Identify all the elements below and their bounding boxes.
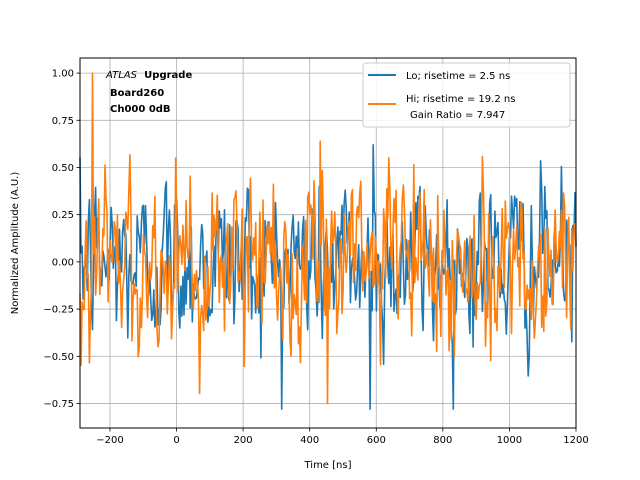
x-tick-label: 600 (367, 435, 386, 446)
atlas-annotation: ATLAS Upgrade Board260 Ch000 0dB (105, 70, 192, 115)
x-tick-label: 1000 (497, 435, 522, 446)
x-tick-label: 1200 (563, 435, 588, 446)
legend-label-lo: Lo; risetime = 2.5 ns (406, 71, 510, 82)
x-tick-label: 200 (234, 435, 253, 446)
ticks: −200 0 200 400 600 800 1000 1200 −0.75 −0.50 −0.25… (43, 69, 588, 446)
x-tick-label: 800 (433, 435, 452, 446)
atlas-label-line: ATLAS Upgrade (105, 70, 192, 81)
y-tick-label: 0.00 (52, 257, 74, 268)
series-layer (79, 72, 577, 410)
legend-label-gain: Gain Ratio = 7.947 (410, 110, 505, 121)
y-axis-label: Normalized Amplitude (A.U.) (10, 172, 21, 315)
legend-label-hi: Hi; risetime = 19.2 ns (406, 94, 515, 105)
y-tick-label: 0.75 (52, 116, 74, 127)
board-text: Board260 (110, 88, 164, 99)
y-tick-label: −0.75 (43, 399, 74, 410)
legend: Lo; risetime = 2.5 ns Hi; risetime = 19.… (362, 62, 571, 128)
plot-frame (79, 57, 577, 429)
x-axis-label: Time [ns] (303, 460, 351, 471)
y-tick-label: 1.00 (52, 69, 74, 80)
y-tick-label: 0.25 (52, 210, 74, 221)
legend-box (362, 62, 571, 128)
channel-text: Ch000 0dB (110, 104, 171, 115)
atlas-text: ATLAS (105, 70, 138, 81)
x-tick-label: 400 (300, 435, 319, 446)
upgrade-text: Upgrade (144, 70, 192, 81)
y-tick-label: 0.50 (52, 163, 74, 174)
x-tick-label: −200 (96, 435, 123, 446)
y-tick-label: −0.50 (43, 352, 74, 363)
series-line-hi (79, 72, 577, 405)
x-tick-label: 0 (173, 435, 179, 446)
y-tick-label: −0.25 (43, 305, 74, 316)
